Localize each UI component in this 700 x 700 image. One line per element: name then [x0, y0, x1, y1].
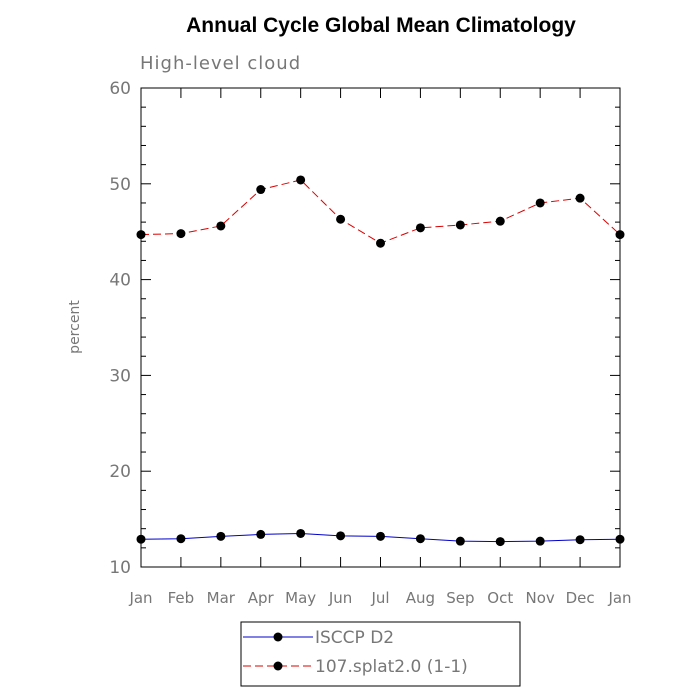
legend-marker [273, 632, 283, 642]
y-tick-label: 40 [109, 271, 131, 291]
y-tick-label: 60 [109, 79, 131, 99]
x-tick-label: Jun [328, 589, 352, 607]
data-point [216, 221, 226, 231]
data-point [136, 230, 146, 240]
data-point [455, 220, 465, 230]
plot-frame [140, 87, 621, 568]
data-point [176, 229, 186, 239]
data-point [535, 536, 545, 546]
x-tick-label: May [285, 589, 316, 607]
data-point [336, 214, 346, 224]
y-tick-label: 50 [109, 175, 131, 195]
data-point [615, 230, 625, 240]
data-point [495, 537, 505, 547]
y-axis: 10 20 30 40 50 60 [109, 79, 620, 578]
legend-box [240, 621, 521, 687]
data-point [296, 528, 306, 538]
chart-title: Annual Cycle Global Mean Climatology [186, 14, 576, 37]
y-axis-label: percent [67, 300, 83, 354]
data-point [415, 534, 425, 544]
y-tick-label: 20 [109, 462, 131, 482]
series-0 [136, 528, 625, 547]
legend-label: ISCCP D2 [315, 628, 394, 648]
x-tick-label: Nov [526, 589, 555, 607]
data-point [136, 534, 146, 544]
data-point [575, 535, 585, 545]
x-tick-label: Dec [566, 589, 595, 607]
y-tick-label: 30 [109, 366, 131, 386]
x-tick-label: Aug [406, 589, 435, 607]
data-point [575, 193, 585, 203]
data-point [495, 216, 505, 226]
x-tick-label: Mar [207, 589, 236, 607]
x-tick-label: Apr [248, 589, 275, 607]
x-axis: Jan Feb Mar Apr May Jun Jul Aug Sep Oct Nov Dec Jan [128, 88, 632, 607]
x-tick-label: Feb [168, 589, 195, 607]
data-point [376, 238, 385, 248]
chart-subtitle: High-level cloud [140, 53, 301, 74]
data-point [535, 198, 545, 208]
data-point [256, 529, 266, 539]
series-1 [136, 175, 625, 248]
data-point [455, 536, 465, 546]
y-tick-label: 10 [109, 558, 131, 578]
x-tick-label: Jan [128, 589, 152, 607]
legend: ISCCP D2 107.splat2.0 (1-1) [240, 621, 521, 687]
x-tick-label: Jul [370, 589, 389, 607]
data-point [415, 223, 425, 233]
data-point [336, 531, 346, 541]
data-point [176, 534, 186, 544]
data-point [615, 534, 625, 544]
data-point [376, 531, 385, 541]
series-line [140, 179, 621, 244]
data-point [216, 531, 226, 541]
x-tick-label: Sep [446, 589, 474, 607]
data-point [296, 175, 306, 185]
series-layer [136, 175, 625, 547]
legend-label: 107.splat2.0 (1-1) [315, 657, 468, 677]
legend-marker [273, 661, 283, 671]
data-point [256, 185, 266, 195]
x-tick-label: Oct [487, 589, 513, 607]
x-tick-label: Jan [607, 589, 631, 607]
